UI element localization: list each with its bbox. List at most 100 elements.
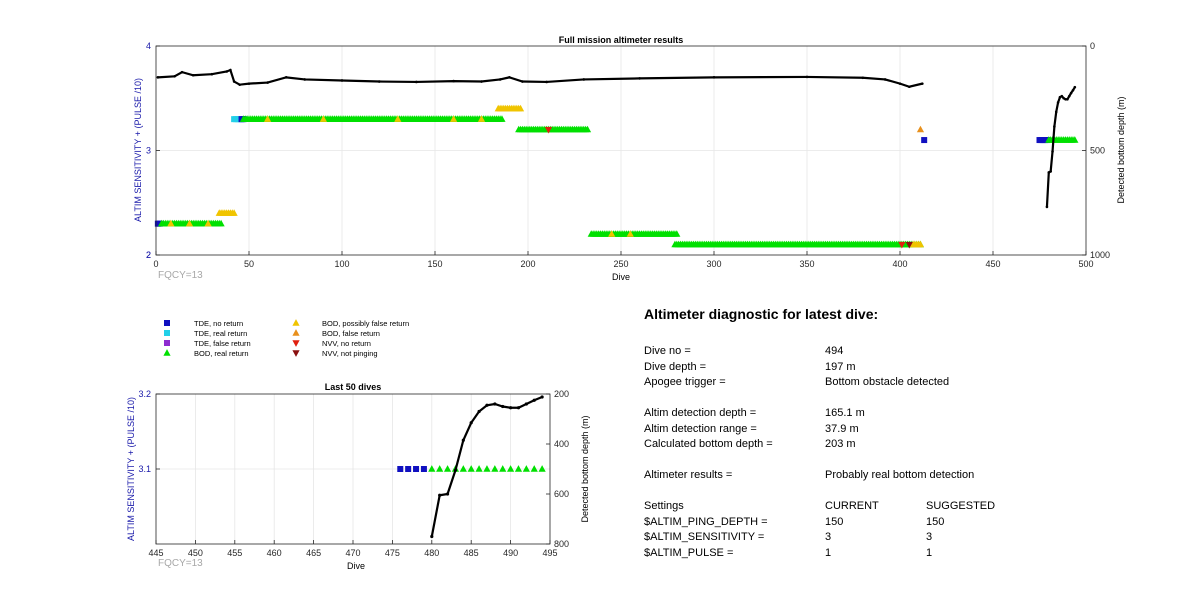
depth-point <box>229 68 232 72</box>
data-marker-tde-no-return <box>420 466 427 472</box>
depth-point <box>712 76 716 79</box>
top-chart-title: Full mission altimeter results <box>559 35 684 45</box>
legend-marker-nvv-not-pinging <box>292 350 300 357</box>
x-tick-label: 495 <box>542 548 557 558</box>
bottom-chart-y-axis-label: ALTIM SENSITIVITY + (PULSE /10) <box>126 397 136 541</box>
data-marker-bod-real-return <box>514 465 523 472</box>
data-marker-bod-possibly-false <box>185 219 194 227</box>
depth-point <box>430 534 434 539</box>
data-marker-bod-real-return <box>522 465 530 472</box>
calculated-bottom-depth-value: 203 m <box>825 438 856 450</box>
legend-marker-tde-false-return <box>164 340 170 346</box>
y2-tick-label: 200 <box>554 389 569 399</box>
data-marker-bod-real-return <box>538 465 546 472</box>
x-tick-label: 480 <box>424 548 439 558</box>
depth-point <box>508 76 511 79</box>
depth-point <box>532 398 536 402</box>
depth-point <box>883 78 887 81</box>
data-marker-bod-possibly-false <box>477 115 486 122</box>
y-tick-label: 3 <box>146 146 151 156</box>
depth-point <box>266 81 269 84</box>
data-marker-bod-real-return <box>1071 136 1079 143</box>
legend-marker-nvv-no-return <box>292 340 300 347</box>
legend-label: BOD, possibly false return <box>322 319 409 328</box>
y-tick-label: 4 <box>146 41 151 51</box>
depth-point <box>438 493 442 497</box>
x-tick-label: 460 <box>267 548 282 558</box>
data-marker-bod-real-return <box>443 465 452 472</box>
legend-label: TDE, no return <box>194 319 243 328</box>
x-tick-label: 490 <box>503 548 518 558</box>
bottom-chart-ticks: 445 450 455 460 465 470 475 480 485 490 495 3.1 3.2 2… <box>138 389 569 558</box>
bottom-chart-fqcy-annotation: FQCY=13 <box>158 558 203 569</box>
data-marker-bod-possibly-false <box>916 240 925 248</box>
x-tick-label: 455 <box>227 548 242 558</box>
depth-point <box>156 76 160 79</box>
depth-point <box>1069 91 1073 95</box>
depth-point <box>210 72 214 76</box>
legend-marker-bod-possibly-false <box>292 319 300 326</box>
bottom-chart-x-axis-label: Dive <box>347 561 365 571</box>
depth-point <box>191 73 195 77</box>
depth-point <box>1051 150 1054 153</box>
data-marker-bod-real-return <box>499 465 507 472</box>
depth-point <box>453 468 458 472</box>
x-tick-label: 450 <box>985 259 1000 269</box>
data-marker-bod-real-return <box>483 465 491 472</box>
depth-point <box>524 402 528 406</box>
data-marker-bod-real-return <box>475 465 483 472</box>
data-marker-bod-real-return <box>491 465 499 472</box>
dive-no-label: Dive no = <box>644 345 691 357</box>
apogee-trigger-label: Apogee trigger = <box>644 376 726 388</box>
depth-point <box>1073 85 1077 89</box>
data-marker-bod-possibly-false <box>608 230 616 237</box>
pulse-suggested: 1 <box>926 546 933 559</box>
ping-depth-suggested: 150 <box>926 515 945 528</box>
legend-label: BOD, real return <box>194 349 249 358</box>
x-tick-label: 400 <box>892 259 907 269</box>
depth-point <box>861 76 865 80</box>
depth-point <box>1071 89 1075 92</box>
data-marker-tde-no-return <box>405 466 412 472</box>
depth-point <box>480 80 483 83</box>
legend-marker-bod-false-return <box>292 329 300 336</box>
depth-point <box>303 78 307 81</box>
sensitivity-suggested: 3 <box>926 531 933 543</box>
bottom-chart-plot-area <box>397 395 546 539</box>
altimeter-diagnostic-panel: Altimeter diagnostic for latest dive: Di… <box>644 306 1164 561</box>
depth-point <box>805 75 809 79</box>
depth-point <box>1054 110 1058 114</box>
x-tick-label: 100 <box>334 259 349 269</box>
diagnostic-title: Altimeter diagnostic for latest dive: <box>644 306 879 322</box>
depth-point <box>898 82 902 85</box>
calculated-bottom-depth-label: Calculated bottom depth = <box>644 438 773 450</box>
dive-no-value: 494 <box>825 345 844 357</box>
dive-depth-label: Dive depth = <box>644 360 707 373</box>
x-tick-label: 50 <box>244 259 254 269</box>
depth-point <box>445 492 450 496</box>
data-marker-bod-possibly-false <box>450 115 458 122</box>
depth-point <box>180 70 184 74</box>
settings-label: Settings <box>644 500 684 512</box>
x-tick-label: 300 <box>706 259 721 269</box>
depth-point <box>1045 205 1049 209</box>
depth-point <box>340 79 344 82</box>
depth-point <box>1053 125 1056 128</box>
depth-point <box>498 78 502 81</box>
data-marker-bod-possibly-false <box>167 219 175 227</box>
current-column-header: CURRENT <box>825 500 879 512</box>
depth-point <box>238 83 241 86</box>
depth-point <box>545 80 548 84</box>
top-chart-x-axis-label: Dive <box>612 272 630 282</box>
depth-point <box>509 406 513 410</box>
altim-detection-depth-value: 165.1 m <box>825 407 865 419</box>
data-marker-tde-no-return <box>397 466 404 472</box>
depth-point <box>452 79 455 83</box>
altim-detection-range-value: 37.9 m <box>825 422 859 435</box>
y2-tick-label: 500 <box>1090 146 1105 156</box>
x-tick-label: 465 <box>306 548 321 558</box>
data-marker-bod-real-return <box>459 465 467 472</box>
depth-point <box>469 421 473 425</box>
